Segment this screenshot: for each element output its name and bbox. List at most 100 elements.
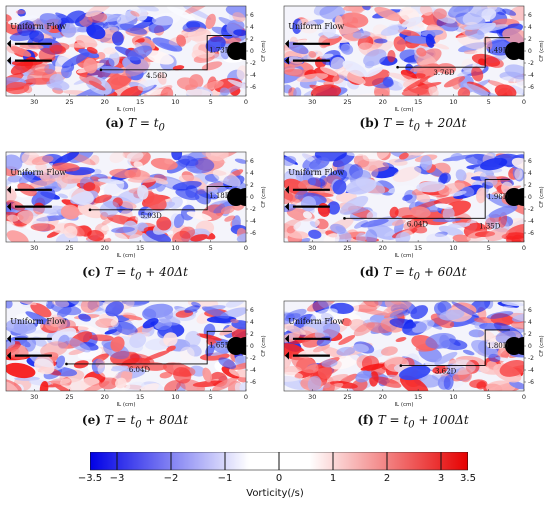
formation-bracket <box>90 186 232 211</box>
x-axis-label: IL (cm) <box>394 402 413 407</box>
cylinder-body <box>227 337 245 355</box>
caption-a: (a) T = t0 <box>105 116 165 134</box>
y-tick-label: -4 <box>250 367 256 374</box>
x-tick-label: 25 <box>343 393 351 401</box>
x-tick-label: 0 <box>244 244 248 252</box>
y-tick-label: -2 <box>250 60 256 67</box>
x-tick-label: 30 <box>308 98 316 106</box>
vorticity-blobs <box>6 152 246 242</box>
bracket-point <box>396 65 399 69</box>
y-axis-label: CF (cm) <box>539 186 545 207</box>
x-axis-label: IL (cm) <box>394 107 413 112</box>
y-tick-label: -2 <box>528 206 534 213</box>
vorticity-blobs <box>284 152 524 242</box>
formation-length-label: 3.62D <box>435 368 457 376</box>
caption-b: (b) T = t0 + 20Δt <box>359 116 467 134</box>
x-tick-label: 25 <box>65 244 73 252</box>
formation-height-label: 1.65D <box>209 342 231 350</box>
colorbar-tick-label: 2 <box>383 473 391 484</box>
y-tick-label: 0 <box>528 343 532 350</box>
panel-f: Uniform Flow 3.62D 1.80D 30 25 20 15 10 5 0 IL (cm… <box>278 297 548 407</box>
x-axis-label: IL (cm) <box>116 107 135 112</box>
vorticity-blobs <box>284 6 524 96</box>
formation-height-label: 1.73D <box>209 47 231 55</box>
cylinder-body <box>505 42 523 60</box>
flow-arrow-head <box>6 39 11 48</box>
x-tick-label: 15 <box>136 393 144 401</box>
x-tick-label: 5 <box>209 393 213 401</box>
x-tick-label: 10 <box>449 98 457 106</box>
cylinder-body <box>227 188 245 206</box>
x-tick-label: 15 <box>136 244 144 252</box>
uniform-flow-label: Uniform Flow <box>288 317 344 326</box>
flow-arrow-head <box>6 56 11 65</box>
cylinder-body <box>505 188 523 206</box>
x-axis-label: IL (cm) <box>116 402 135 407</box>
colorbar-tick-label: 0 <box>275 473 283 484</box>
colorbar-tick-label: 1 <box>329 473 337 484</box>
y-axis-label: CF (cm) <box>261 40 267 61</box>
y-tick-label: 0 <box>250 48 254 55</box>
formation-bracket <box>397 37 510 68</box>
flow-arrow-head <box>6 202 11 211</box>
y-tick-label: -2 <box>528 60 534 67</box>
y-tick-label: -2 <box>250 206 256 213</box>
vorticity-blobs <box>6 6 246 96</box>
formation-length-label: 5.03D <box>141 212 163 220</box>
x-tick-label: 25 <box>343 98 351 106</box>
x-tick-label: 10 <box>171 98 179 106</box>
flow-arrow-head <box>284 334 289 343</box>
x-tick-label: 5 <box>487 98 491 106</box>
x-axis-label: IL (cm) <box>116 253 135 258</box>
vorticity-colorbar <box>89 451 469 478</box>
cylinder-body <box>227 42 245 60</box>
flow-arrow-head <box>284 39 289 48</box>
x-tick-label: 0 <box>522 393 526 401</box>
y-tick-label: 4 <box>250 24 254 31</box>
colorbar-gradient <box>89 451 469 471</box>
flow-arrow-head <box>284 185 289 194</box>
flow-arrow-head <box>6 351 11 360</box>
y-tick-label: -4 <box>528 218 534 225</box>
y-tick-label: 2 <box>250 182 254 189</box>
bracket-point <box>99 68 103 72</box>
formation-bracket <box>400 329 510 367</box>
y-tick-label: -4 <box>528 72 534 79</box>
y-tick-label: -2 <box>250 355 256 362</box>
y-tick-label: 2 <box>250 36 254 43</box>
x-tick-label: 15 <box>414 98 422 106</box>
colorbar-tick-label: −2 <box>163 473 179 484</box>
y-axis-label: CF (cm) <box>539 40 545 61</box>
x-tick-label: 25 <box>343 244 351 252</box>
y-tick-label: -6 <box>528 84 534 91</box>
x-tick-label: 10 <box>171 244 179 252</box>
x-tick-label: 25 <box>65 393 73 401</box>
flow-arrow-head <box>284 351 289 360</box>
y-tick-label: 4 <box>250 319 254 326</box>
y-tick-label: -6 <box>528 379 534 386</box>
y-tick-label: 6 <box>250 12 254 19</box>
y-tick-label: -6 <box>250 379 256 386</box>
x-tick-label: 15 <box>136 98 144 106</box>
vorticity-blobs <box>284 301 524 391</box>
y-tick-label: -6 <box>528 230 534 237</box>
y-axis-label: CF (cm) <box>261 186 267 207</box>
formation-height-label: 1.80D <box>487 342 509 350</box>
y-tick-label: -4 <box>528 367 534 374</box>
x-tick-label: 15 <box>414 393 422 401</box>
y-tick-label: 6 <box>528 158 532 165</box>
y-tick-label: -4 <box>250 72 256 79</box>
x-tick-label: 0 <box>244 393 248 401</box>
formation-height-label: 1.49D <box>487 46 509 54</box>
panel-a: Uniform Flow 4.56D 1.73D 30 25 20 15 10 5 0 IL (cm… <box>0 2 270 112</box>
y-tick-label: 2 <box>528 182 532 189</box>
uniform-flow-label: Uniform Flow <box>10 22 66 31</box>
uniform-flow-label: Uniform Flow <box>10 317 66 326</box>
panel-e: Uniform Flow 6.04D 1.65D 30 25 20 15 10 5 0 IL (cm… <box>0 297 270 407</box>
y-tick-label: 0 <box>528 48 532 55</box>
x-tick-label: 20 <box>101 393 109 401</box>
y-tick-label: -2 <box>528 355 534 362</box>
